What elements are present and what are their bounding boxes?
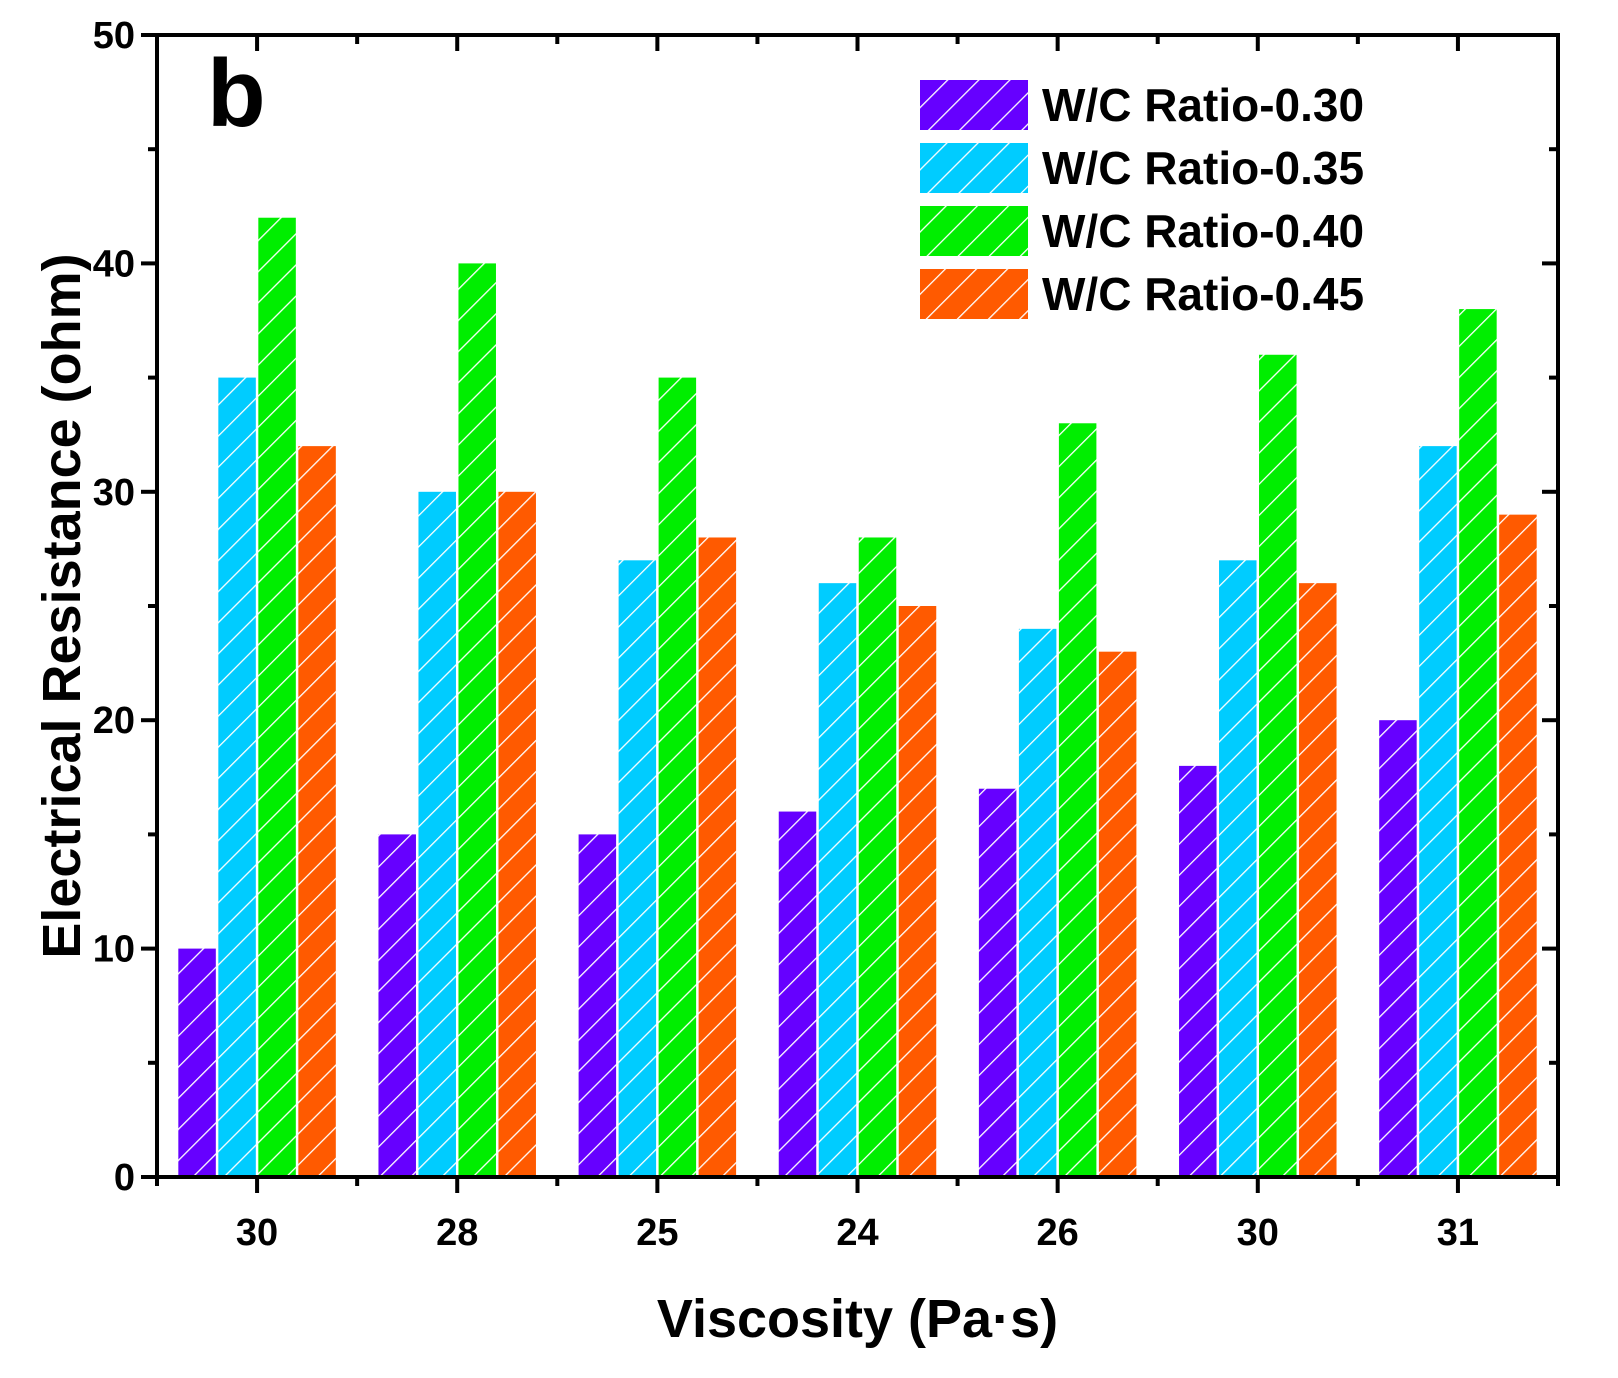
bar-w-c-ratio-0-45-cat-6 — [1299, 583, 1337, 1177]
y-axis-title: Electrical Resistance (ohm) — [32, 253, 92, 958]
x-tick-label: 26 — [1037, 1212, 1079, 1254]
bar-w-c-ratio-0-30-cat-6 — [1179, 765, 1217, 1177]
y-tick-label: 0 — [114, 1157, 135, 1199]
bar-w-c-ratio-0-35-cat-1 — [218, 377, 256, 1178]
bar-w-c-ratio-0-35-cat-6 — [1219, 560, 1257, 1177]
x-tick-label: 28 — [436, 1212, 478, 1254]
bar-w-c-ratio-0-40-cat-3 — [658, 377, 697, 1178]
bar-w-c-ratio-0-40-cat-2 — [458, 263, 496, 1177]
legend-label: W/C Ratio-0.30 — [1042, 79, 1364, 131]
bar-w-c-ratio-0-35-cat-7 — [1419, 446, 1457, 1177]
bar-w-c-ratio-0-30-cat-4 — [778, 811, 817, 1177]
bar-w-c-ratio-0-40-cat-1 — [258, 217, 296, 1178]
x-tick-label: 25 — [636, 1212, 678, 1254]
legend-label: W/C Ratio-0.45 — [1042, 268, 1364, 320]
bar-w-c-ratio-0-45-cat-3 — [698, 537, 737, 1177]
bar-w-c-ratio-0-45-cat-7 — [1499, 514, 1537, 1177]
bar-w-c-ratio-0-40-cat-4 — [858, 537, 897, 1177]
legend-swatch — [920, 80, 1028, 130]
bar-w-c-ratio-0-40-cat-6 — [1259, 354, 1297, 1177]
bar-w-c-ratio-0-35-cat-3 — [618, 560, 657, 1177]
panel-label: b — [207, 40, 266, 147]
bar-w-c-ratio-0-35-cat-2 — [418, 491, 456, 1177]
x-tick-label: 30 — [236, 1212, 278, 1254]
y-tick-label: 10 — [93, 929, 135, 971]
bar-w-c-ratio-0-45-cat-2 — [498, 491, 536, 1177]
legend-label: W/C Ratio-0.40 — [1042, 205, 1364, 257]
x-tick-label: 24 — [836, 1212, 878, 1254]
legend-swatch — [920, 269, 1028, 319]
bar-w-c-ratio-0-45-cat-1 — [298, 446, 336, 1177]
bar-w-c-ratio-0-30-cat-2 — [378, 834, 416, 1177]
x-tick-label: 31 — [1437, 1212, 1479, 1254]
x-axis-title: Viscosity (Pa·s) — [657, 1289, 1058, 1349]
legend-swatch — [920, 206, 1028, 256]
legend-swatch — [920, 143, 1028, 193]
bar-w-c-ratio-0-35-cat-5 — [1018, 628, 1057, 1177]
legend-label: W/C Ratio-0.35 — [1042, 142, 1364, 194]
bar-w-c-ratio-0-30-cat-5 — [978, 788, 1017, 1177]
bar-w-c-ratio-0-45-cat-4 — [898, 606, 937, 1177]
bar-w-c-ratio-0-30-cat-7 — [1379, 720, 1417, 1177]
y-tick-label: 20 — [93, 700, 135, 742]
bar-w-c-ratio-0-40-cat-5 — [1058, 423, 1097, 1177]
bar-w-c-ratio-0-30-cat-3 — [578, 834, 617, 1177]
y-tick-label: 50 — [93, 15, 135, 57]
bar-w-c-ratio-0-40-cat-7 — [1459, 309, 1497, 1178]
bar-w-c-ratio-0-30-cat-1 — [178, 948, 216, 1177]
y-tick-label: 30 — [93, 472, 135, 514]
x-tick-label: 30 — [1237, 1212, 1279, 1254]
y-tick-label: 40 — [93, 243, 135, 285]
bar-w-c-ratio-0-35-cat-4 — [818, 583, 857, 1177]
bar-w-c-ratio-0-45-cat-5 — [1098, 651, 1137, 1177]
